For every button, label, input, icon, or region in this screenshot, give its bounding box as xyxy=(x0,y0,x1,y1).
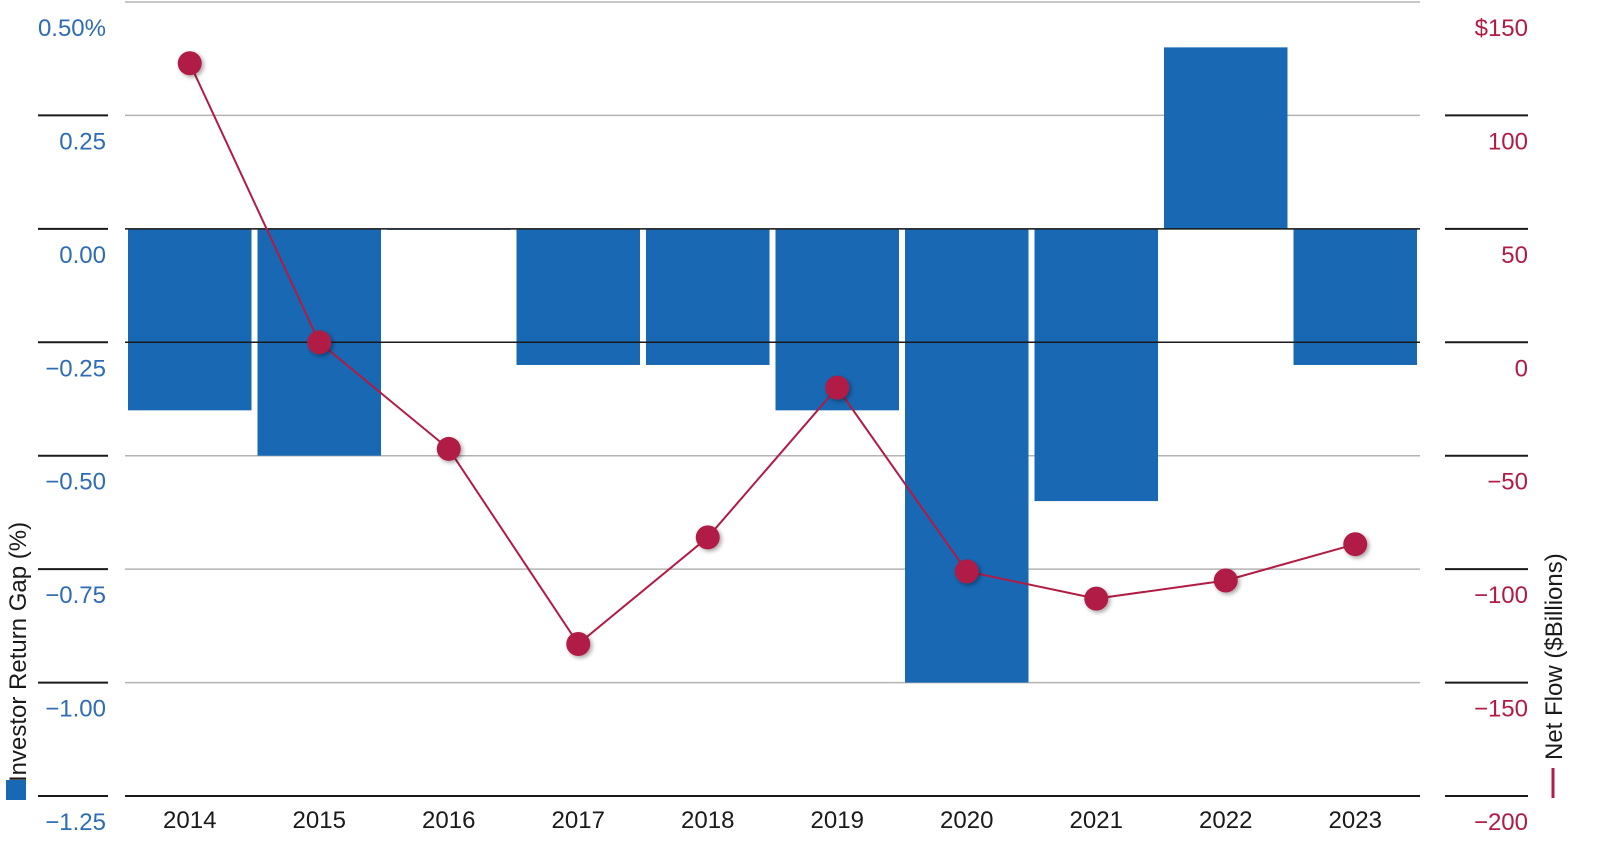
right-tick-label: 50 xyxy=(1501,242,1528,269)
x-tick-label: 2015 xyxy=(293,807,346,834)
net-flow-point xyxy=(436,436,461,461)
x-tick-label: 2014 xyxy=(163,807,216,834)
left-tick-label: −0.50 xyxy=(45,469,106,496)
net-flow-point xyxy=(566,632,591,657)
bar xyxy=(905,228,1029,683)
x-tick-label: 2019 xyxy=(811,807,864,834)
net-flow-point xyxy=(1343,532,1368,557)
x-tick-label: 2017 xyxy=(552,807,605,834)
right-tick-label: −150 xyxy=(1474,696,1528,723)
net-flow-point xyxy=(1213,568,1238,593)
x-tick-label: 2022 xyxy=(1199,807,1252,834)
right-tick-label: −100 xyxy=(1474,582,1528,609)
axis-titles: Investor Return Gap (%) Net Flow ($Billio… xyxy=(5,522,1568,800)
left-tick-label: 0.50% xyxy=(38,15,106,42)
net-flow-line xyxy=(188,62,1356,646)
right-tick-label: 0 xyxy=(1515,355,1528,382)
right-tick-label: 100 xyxy=(1488,128,1528,155)
x-tick-label: 2018 xyxy=(681,807,734,834)
line-series xyxy=(177,51,1368,657)
right-tick-label: $150 xyxy=(1475,15,1528,42)
net-flow-point xyxy=(954,559,979,584)
net-flow-point xyxy=(1084,586,1109,611)
net-flow-point xyxy=(825,375,850,400)
left-tick-label: −0.25 xyxy=(45,355,106,382)
x-tick-label: 2020 xyxy=(940,807,993,834)
left-tick-label: 0.00 xyxy=(59,242,106,269)
zero-line xyxy=(125,228,1420,344)
bar xyxy=(646,228,770,365)
x-axis: 2014 2015 2016 2017 2018 2019 2020 2021 2022 2023 xyxy=(125,795,1420,834)
x-tick-label: 2016 xyxy=(422,807,475,834)
bar xyxy=(516,228,640,365)
left-axis: 0.50% 0.25 0.00 −0.25 −0.50 −0.75 −1.00 −1.25 xyxy=(38,15,108,836)
bar xyxy=(128,228,252,411)
left-axis-title: Investor Return Gap (%) xyxy=(5,522,32,782)
left-legend-swatch xyxy=(6,780,26,800)
bar xyxy=(1293,228,1417,365)
x-tick-label: 2021 xyxy=(1070,807,1123,834)
right-tick-label: −200 xyxy=(1474,809,1528,836)
left-tick-label: −1.25 xyxy=(45,809,106,836)
right-tick-label: −50 xyxy=(1487,469,1528,496)
net-flow-point xyxy=(695,525,720,550)
right-axis: $150 100 50 0 −50 −100 −150 −200 xyxy=(1445,15,1528,836)
net-flow-point xyxy=(177,51,202,76)
net-flow-point xyxy=(307,330,332,355)
left-tick-label: −0.75 xyxy=(45,582,106,609)
bar xyxy=(1034,228,1158,502)
bar xyxy=(1164,47,1288,229)
right-axis-title: Net Flow ($Billions) xyxy=(1541,553,1568,760)
x-tick-label: 2023 xyxy=(1329,807,1382,834)
left-tick-label: −1.00 xyxy=(45,696,106,723)
left-tick-label: 0.25 xyxy=(59,128,106,155)
